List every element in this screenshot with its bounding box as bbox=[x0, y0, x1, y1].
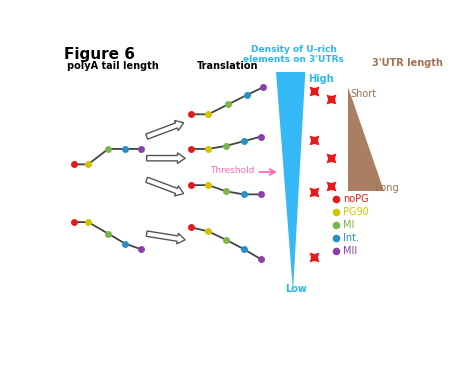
Text: MI: MI bbox=[343, 220, 355, 230]
Text: High: High bbox=[309, 74, 334, 84]
Polygon shape bbox=[276, 72, 305, 291]
Text: Low: Low bbox=[285, 284, 307, 294]
Text: Long: Long bbox=[374, 183, 398, 193]
Text: Threshold: Threshold bbox=[210, 166, 255, 175]
Text: PG90: PG90 bbox=[343, 207, 369, 217]
FancyArrow shape bbox=[146, 153, 185, 164]
Text: Translation: Translation bbox=[197, 61, 258, 71]
FancyArrow shape bbox=[146, 177, 183, 196]
Text: MII: MII bbox=[343, 246, 357, 256]
Text: 3'UTR length: 3'UTR length bbox=[372, 58, 443, 68]
Text: Short: Short bbox=[350, 89, 376, 99]
FancyArrow shape bbox=[146, 231, 185, 244]
Text: noPG: noPG bbox=[343, 194, 369, 204]
Text: polyA tail length: polyA tail length bbox=[66, 61, 158, 71]
Text: Figure 6: Figure 6 bbox=[64, 46, 135, 62]
FancyArrow shape bbox=[146, 120, 183, 139]
Polygon shape bbox=[348, 87, 384, 191]
Text: Density of U-rich
elements on 3'UTRs: Density of U-rich elements on 3'UTRs bbox=[243, 45, 344, 64]
Text: Int.: Int. bbox=[343, 233, 359, 243]
